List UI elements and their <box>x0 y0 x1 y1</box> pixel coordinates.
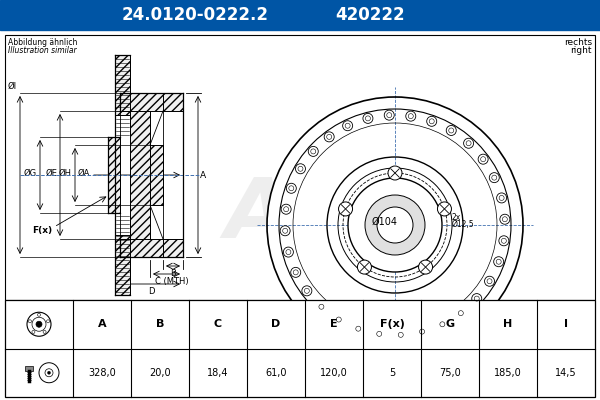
Circle shape <box>500 214 510 224</box>
Text: Ø12,5: Ø12,5 <box>452 220 475 228</box>
Text: right: right <box>571 46 592 55</box>
Circle shape <box>308 146 318 156</box>
Text: D: D <box>148 287 155 296</box>
Text: 75,0: 75,0 <box>439 368 461 378</box>
Polygon shape <box>115 55 130 115</box>
Circle shape <box>406 111 416 121</box>
Circle shape <box>497 193 506 203</box>
Text: ØG: ØG <box>24 168 37 178</box>
Text: F(x): F(x) <box>32 226 52 234</box>
Text: 120,0: 120,0 <box>320 368 348 378</box>
Circle shape <box>348 178 442 272</box>
Text: B: B <box>156 319 164 329</box>
Text: Ø104: Ø104 <box>372 217 398 227</box>
Polygon shape <box>130 111 150 239</box>
Text: 20,0: 20,0 <box>149 368 171 378</box>
Circle shape <box>43 330 46 334</box>
Circle shape <box>267 97 523 353</box>
Circle shape <box>489 173 499 183</box>
Circle shape <box>427 116 437 126</box>
Text: B: B <box>170 269 176 278</box>
Circle shape <box>446 126 456 136</box>
Polygon shape <box>163 93 183 111</box>
Bar <box>25 366 33 371</box>
Polygon shape <box>163 239 183 257</box>
Text: 185,0: 185,0 <box>494 368 522 378</box>
Circle shape <box>338 202 353 216</box>
Circle shape <box>286 183 296 193</box>
Text: rechts: rechts <box>564 38 592 47</box>
Circle shape <box>37 313 41 316</box>
Circle shape <box>478 154 488 164</box>
Text: ATE: ATE <box>225 174 395 256</box>
Text: C: C <box>214 319 222 329</box>
Circle shape <box>499 236 509 246</box>
Circle shape <box>358 260 371 274</box>
Circle shape <box>316 302 326 312</box>
Circle shape <box>302 286 312 296</box>
Circle shape <box>485 276 494 286</box>
Circle shape <box>32 330 35 334</box>
Circle shape <box>384 110 394 120</box>
Circle shape <box>334 314 344 324</box>
Circle shape <box>353 324 363 334</box>
Circle shape <box>437 319 448 329</box>
Circle shape <box>472 294 482 304</box>
Polygon shape <box>108 137 120 213</box>
Text: ØE: ØE <box>45 168 57 178</box>
Text: A: A <box>98 319 106 329</box>
Text: D: D <box>271 319 281 329</box>
Circle shape <box>281 204 291 214</box>
Polygon shape <box>120 93 183 111</box>
Text: I: I <box>564 319 568 329</box>
Text: A: A <box>200 170 206 180</box>
Bar <box>5 35 595 300</box>
Circle shape <box>324 132 334 142</box>
Bar <box>0 0 600 30</box>
Text: ØI: ØI <box>8 82 17 91</box>
Circle shape <box>47 320 50 323</box>
Circle shape <box>343 121 353 131</box>
Text: ØH: ØH <box>59 168 72 178</box>
Text: 61,0: 61,0 <box>265 368 287 378</box>
Text: 18,4: 18,4 <box>207 368 229 378</box>
Circle shape <box>437 202 451 216</box>
Circle shape <box>494 257 503 267</box>
Circle shape <box>47 371 50 374</box>
Text: 420222: 420222 <box>335 6 405 24</box>
Circle shape <box>291 267 301 277</box>
Text: G: G <box>445 319 455 329</box>
Text: 14,5: 14,5 <box>555 368 577 378</box>
Text: 5: 5 <box>389 368 395 378</box>
Circle shape <box>456 308 466 318</box>
Text: 24.0120-0222.2: 24.0120-0222.2 <box>121 6 269 24</box>
Text: ØA: ØA <box>77 168 90 178</box>
Text: E: E <box>330 319 338 329</box>
Circle shape <box>283 247 293 257</box>
Circle shape <box>365 195 425 255</box>
Circle shape <box>374 329 384 339</box>
Text: F(x): F(x) <box>380 319 404 329</box>
Circle shape <box>417 327 427 337</box>
Text: 2x: 2x <box>452 212 461 222</box>
Circle shape <box>295 164 305 174</box>
Bar <box>5 300 595 397</box>
Circle shape <box>28 320 31 323</box>
Text: C (MTH): C (MTH) <box>155 277 188 286</box>
Polygon shape <box>120 239 183 257</box>
Circle shape <box>36 321 42 327</box>
Text: Illustration similar: Illustration similar <box>8 46 77 55</box>
Circle shape <box>464 138 473 148</box>
Text: H: H <box>503 319 512 329</box>
Circle shape <box>280 226 290 236</box>
Circle shape <box>419 260 433 274</box>
Circle shape <box>363 113 373 123</box>
Text: 328,0: 328,0 <box>88 368 116 378</box>
Circle shape <box>388 166 402 180</box>
Text: Abbildung ähnlich: Abbildung ähnlich <box>8 38 77 47</box>
Polygon shape <box>150 145 163 205</box>
Polygon shape <box>115 235 130 295</box>
Circle shape <box>377 207 413 243</box>
Circle shape <box>396 330 406 340</box>
